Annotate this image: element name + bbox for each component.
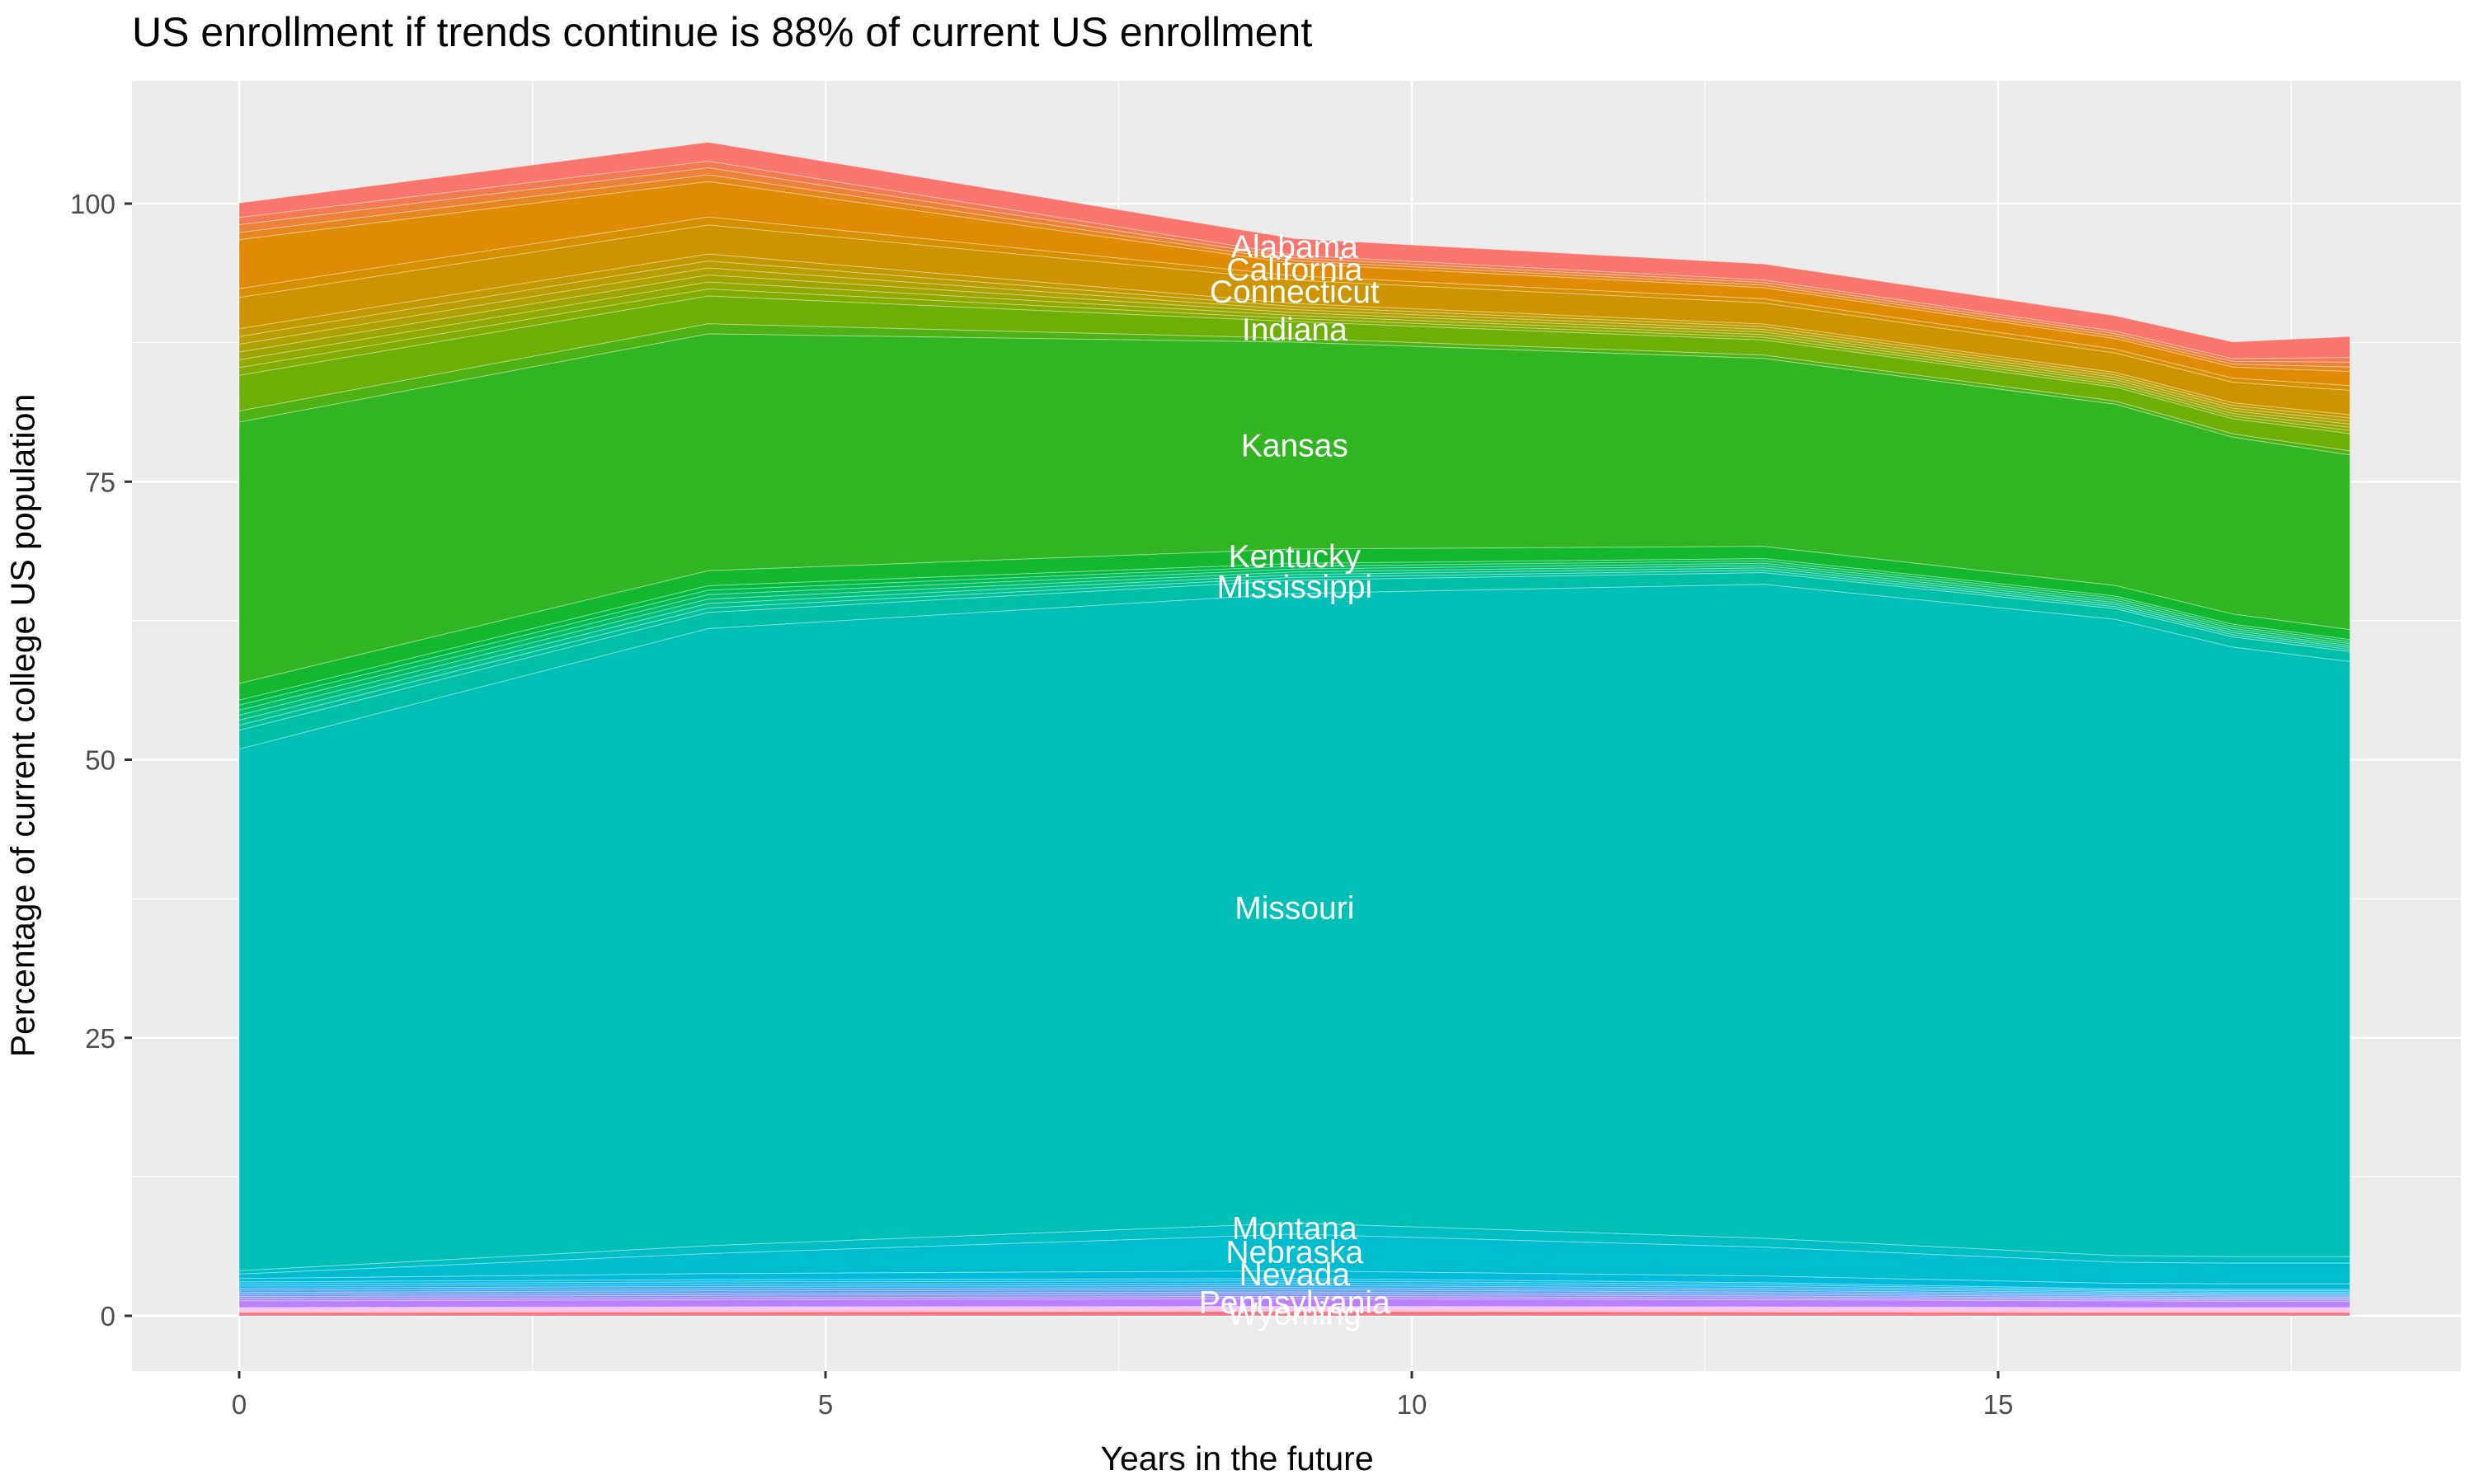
chart-title: US enrollment if trends continue is 88% … [132, 9, 1313, 55]
state-label-wyoming: Wyoming [1228, 1296, 1362, 1331]
y-tick-label: 50 [85, 745, 115, 776]
state-label-nevada: Nevada [1239, 1257, 1351, 1293]
x-tick-label: 5 [818, 1389, 833, 1420]
state-label-montana: Montana [1232, 1211, 1357, 1247]
x-tick-label: 0 [232, 1389, 247, 1420]
y-tick-label: 75 [85, 467, 115, 497]
state-label-missouri: Missouri [1235, 891, 1354, 927]
state-label-nebraska: Nebraska [1225, 1235, 1363, 1270]
state-label-connecticut: Connecticut [1210, 275, 1380, 310]
state-label-pennsylvania: Pennsylvania [1199, 1285, 1390, 1321]
state-label-california: California [1226, 252, 1362, 288]
state-label-indiana: Indiana [1242, 312, 1348, 348]
x-tick-label: 10 [1397, 1389, 1427, 1420]
axis-ticks: 0 5 10 15 0 25 50 75 100 [70, 189, 2013, 1420]
area-band-missouri [238, 584, 2351, 1271]
x-tick-label: 15 [1983, 1389, 2014, 1420]
y-axis-title: Percentage of current college US populat… [3, 393, 42, 1058]
x-axis-title: Years in the future [1100, 1439, 1374, 1477]
y-tick-label: 25 [85, 1023, 115, 1054]
state-label-kentucky: Kentucky [1229, 539, 1362, 575]
stacked-areas [238, 141, 2351, 1317]
y-tick-label: 0 [101, 1301, 115, 1331]
state-label-kansas: Kansas [1241, 429, 1348, 464]
y-tick-label: 100 [70, 189, 115, 219]
state-label-alabama: Alabama [1231, 229, 1358, 265]
state-label-mississippi: Mississippi [1217, 570, 1373, 605]
area-band-wyoming [238, 1311, 2351, 1317]
